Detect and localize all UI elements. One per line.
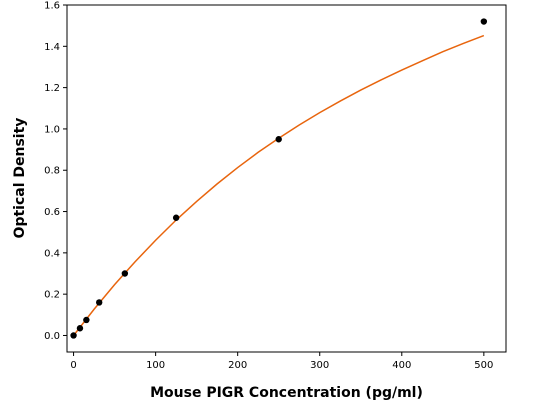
data-point [70, 332, 77, 339]
x-tick-label: 300 [310, 360, 329, 371]
y-tick-label: 0.8 [44, 166, 60, 177]
x-tick-label: 200 [228, 360, 247, 371]
y-tick-label: 1.4 [44, 42, 60, 53]
y-tick-label: 0.2 [44, 290, 60, 301]
y-tick-label: 0.4 [44, 248, 60, 259]
fit-curve-line [72, 34, 485, 336]
y-axis: 0.0 0.2 0.4 0.6 0.8 1.0 1.2 1.4 1.6 [44, 1, 67, 342]
data-point [96, 299, 103, 306]
y-tick-label: 1.2 [44, 83, 60, 94]
y-tick-label: 1.6 [44, 1, 60, 12]
data-point [121, 270, 129, 277]
data-point [480, 18, 488, 25]
x-axis-title: Mouse PIGR Concentration (pg/ml) [150, 385, 423, 400]
data-point [275, 136, 282, 143]
x-tick-label: 400 [392, 360, 411, 371]
data-point [76, 325, 84, 332]
x-tick-label: 0 [70, 360, 76, 371]
x-axis: 0 100 200 300 400 500 [70, 352, 493, 371]
y-tick-label: 0.0 [44, 331, 60, 342]
y-tick-label: 1.0 [44, 124, 60, 135]
data-point [83, 316, 90, 324]
y-axis-title: Optical Density [12, 118, 28, 239]
data-point [172, 214, 180, 221]
data-points [70, 18, 488, 339]
plot-frame [66, 4, 507, 353]
x-tick-label: 100 [146, 360, 165, 371]
y-tick-label: 0.6 [44, 207, 60, 218]
x-tick-label: 500 [474, 360, 493, 371]
